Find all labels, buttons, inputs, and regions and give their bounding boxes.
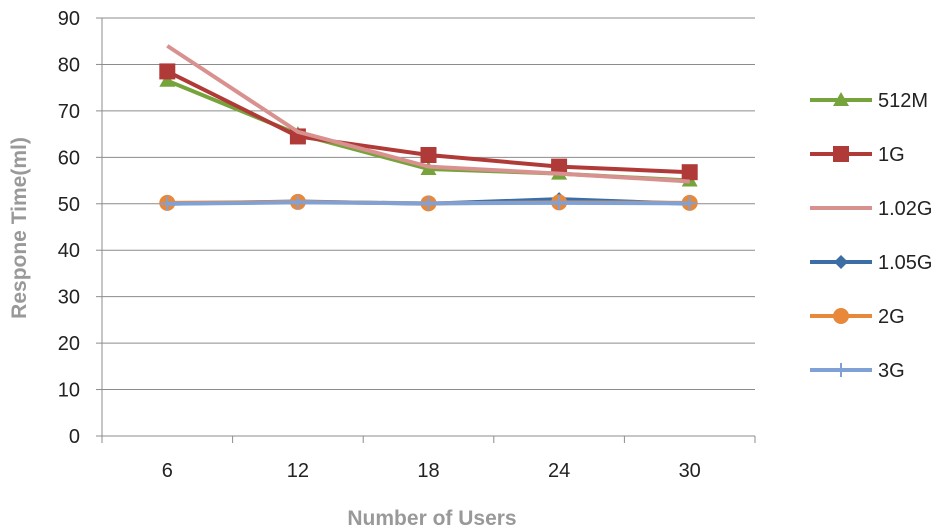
- legend: 512M 1G 1.02G 1.05G 2G 3G: [810, 90, 932, 382]
- data-point-1g: [420, 147, 437, 164]
- axes: 0 10 20 30 40 50 60 70 80 90 6 12 18 24 30: [58, 8, 756, 482]
- legend-label: 2G: [878, 306, 905, 328]
- series-line-1-02g: [166, 44, 690, 184]
- y-tick-label: 30: [58, 287, 80, 309]
- x-tick-label: 18: [417, 460, 439, 482]
- data-point-1g: [159, 63, 176, 80]
- data-point-3g: [682, 196, 697, 211]
- y-tick-label: 80: [58, 54, 80, 76]
- legend-marker: [834, 255, 848, 269]
- legend-item-2g: 2G: [810, 306, 905, 328]
- legend-label: 1.05G: [878, 252, 932, 274]
- series-group: [159, 44, 698, 212]
- y-tick-label: 20: [58, 333, 80, 355]
- y-axis-title: Respone Time(ml): [8, 137, 31, 319]
- y-tick-label: 50: [58, 194, 80, 216]
- legend-label: 1G: [878, 144, 905, 166]
- data-point-1g: [681, 164, 698, 181]
- legend-item-512m: 512M: [810, 90, 928, 112]
- x-tick-label: 6: [162, 460, 173, 482]
- legend-marker: [834, 363, 848, 377]
- legend-marker: [833, 146, 849, 162]
- data-point-3g: [552, 195, 567, 210]
- y-tick-label: 10: [58, 380, 80, 402]
- legend-marker: [833, 308, 849, 324]
- legend-label: 512M: [878, 90, 928, 112]
- legend-label: 1.02G: [878, 198, 932, 220]
- legend-item-1-05g: 1.05G: [810, 252, 932, 274]
- series-1g: [159, 63, 698, 181]
- y-tick-label: 40: [58, 240, 80, 262]
- data-point-512m: [159, 72, 176, 87]
- legend-item-1g: 1G: [810, 144, 905, 166]
- y-tick-label: 60: [58, 147, 80, 169]
- series-3g: [160, 195, 697, 211]
- data-point-1g: [551, 158, 568, 175]
- legend-label: 3G: [878, 360, 905, 382]
- series-1-02g: [166, 44, 690, 184]
- x-tick-label: 30: [679, 460, 701, 482]
- y-tick-label: 90: [58, 8, 80, 30]
- data-point-3g: [160, 196, 175, 211]
- legend-item-3g: 3G: [810, 360, 905, 382]
- data-point-3g: [421, 196, 436, 211]
- x-axis-title: Number of Users: [347, 507, 516, 530]
- legend-item-1-02g: 1.02G: [810, 198, 932, 220]
- data-point-3g: [290, 195, 305, 210]
- y-tick-label: 70: [58, 101, 80, 123]
- x-tick-label: 24: [548, 460, 570, 482]
- y-tick-label: 0: [69, 426, 80, 448]
- x-tick-label: 12: [287, 460, 309, 482]
- legend-marker: [833, 92, 849, 106]
